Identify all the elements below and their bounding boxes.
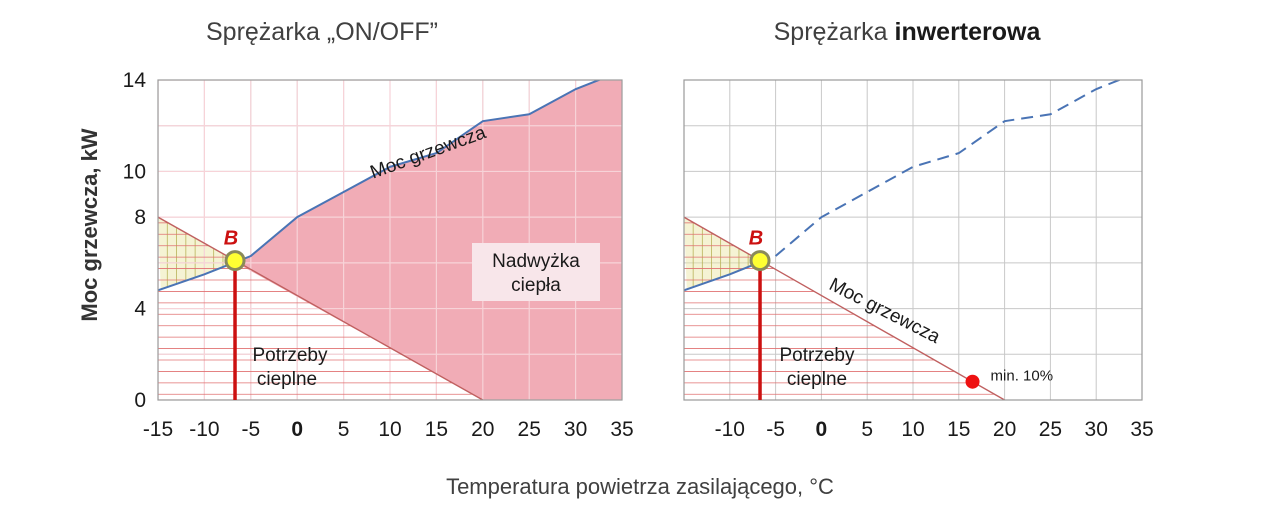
chart-title-onoff: Sprężarka „ON/OFF” xyxy=(206,18,438,46)
annotation-surplus-2: ciepła xyxy=(511,275,561,296)
y-tick-label: 10 xyxy=(123,160,146,183)
annotation-demand-2: cieplne xyxy=(257,369,317,390)
surplus-label-box xyxy=(472,243,600,301)
x-tick-label: 20 xyxy=(993,418,1016,441)
plot-frame xyxy=(157,79,623,401)
deficit-area xyxy=(684,217,761,290)
annotation-demand-2: cieplne xyxy=(787,369,847,390)
chart-title-inverter: Sprężarka inwerterowa xyxy=(774,18,1042,46)
surplus-area xyxy=(235,80,622,400)
balance-point-label: B xyxy=(224,228,238,250)
series-line-demand xyxy=(684,216,1005,400)
y-tick-label: 4 xyxy=(134,298,146,321)
x-tick-label: 15 xyxy=(425,418,448,441)
x-tick-label: 20 xyxy=(471,418,494,441)
x-tick-label: 30 xyxy=(1085,418,1108,441)
x-tick-label: -10 xyxy=(715,418,745,441)
x-axis-label: Temperatura powietrza zasilającego, °C xyxy=(446,474,834,499)
annotation-demand-1: Potrzeby xyxy=(780,345,855,366)
y-tick-label: 8 xyxy=(134,206,146,229)
min-point-marker xyxy=(965,374,980,389)
series-line-demand xyxy=(158,216,484,400)
x-tick-label: -10 xyxy=(189,418,219,441)
deficit-area xyxy=(158,217,236,290)
x-tick-label: -5 xyxy=(241,418,260,441)
annotation-demand-1: Potrzeby xyxy=(253,345,328,366)
chart-title-inverter-normal: Sprężarka xyxy=(774,18,895,46)
chart-title-inverter-bold: inwerterowa xyxy=(895,18,1042,46)
y-tick-label: 0 xyxy=(134,389,146,412)
x-tick-label: 30 xyxy=(564,418,587,441)
x-tick-label: 10 xyxy=(901,418,924,441)
x-tick-label: 5 xyxy=(861,418,873,441)
x-tick-label: 25 xyxy=(518,418,541,441)
x-tick-label: 10 xyxy=(378,418,401,441)
x-tick-label: 0 xyxy=(291,418,303,441)
x-tick-label: 25 xyxy=(1039,418,1062,441)
x-tick-label: -5 xyxy=(766,418,785,441)
y-axis-label: Moc grzewcza, kW xyxy=(77,128,102,321)
balance-point-label: B xyxy=(749,228,763,250)
x-tick-label: 15 xyxy=(947,418,970,441)
plot-area xyxy=(684,80,1122,400)
balance-point-marker xyxy=(749,250,771,272)
y-tick-label: 14 xyxy=(123,69,147,92)
x-tick-label: 35 xyxy=(610,418,633,441)
annotation-surplus-1: Nadwyżka xyxy=(492,251,580,272)
x-tick-label: 5 xyxy=(338,418,350,441)
x-tick-label: -15 xyxy=(143,418,173,441)
x-tick-label: 0 xyxy=(816,418,828,441)
min-point-label: min. 10% xyxy=(991,368,1054,385)
series-line-capacity-dashed xyxy=(774,80,1122,257)
series-line-capacity-low xyxy=(684,261,761,292)
balance-point-marker xyxy=(224,250,246,272)
x-tick-label: 35 xyxy=(1130,418,1153,441)
plot-frame xyxy=(683,79,1143,401)
